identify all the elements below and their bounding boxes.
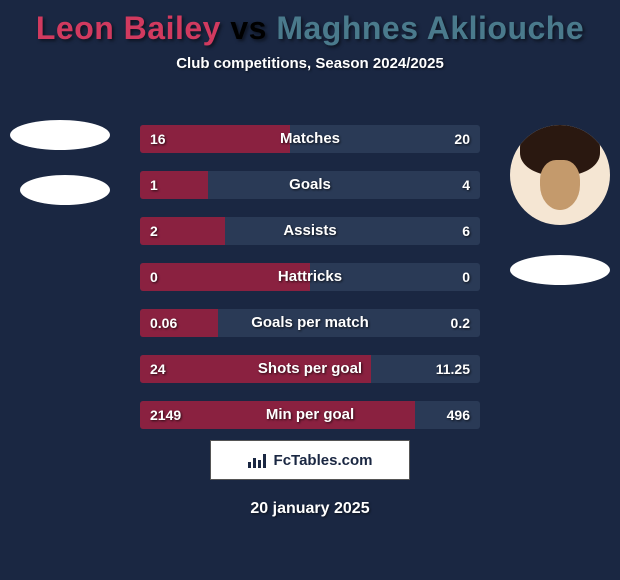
fctables-logo: FcTables.com [210, 440, 410, 480]
player2-avatar [510, 125, 610, 225]
logo-text: FcTables.com [274, 452, 373, 469]
player1-avatar-placeholder-2 [20, 175, 110, 205]
comparison-bars: 16Matches20 1Goals4 2Assists6 0Hattricks0 0.… [140, 125, 480, 447]
value-right: 6 [462, 217, 470, 245]
player2-name: Maghnes Akliouche [276, 10, 584, 46]
bar-chart-icon [248, 452, 268, 468]
value-right: 496 [447, 401, 470, 429]
bar-label: Hattricks [140, 263, 480, 291]
value-right: 4 [462, 171, 470, 199]
bar-label: Matches [140, 125, 480, 153]
bar-row: 2149Min per goal496 [140, 401, 480, 429]
bar-row: 0.06Goals per match0.2 [140, 309, 480, 337]
date-text: 20 january 2025 [0, 500, 620, 518]
bar-row: 0Hattricks0 [140, 263, 480, 291]
bar-label: Goals [140, 171, 480, 199]
bar-row: 24Shots per goal11.25 [140, 355, 480, 383]
subtitle: Club competitions, Season 2024/2025 [0, 55, 620, 72]
value-right: 20 [454, 125, 470, 153]
bar-label: Min per goal [140, 401, 480, 429]
value-right: 0 [462, 263, 470, 291]
bar-row: 1Goals4 [140, 171, 480, 199]
player1-avatar-placeholder [10, 120, 110, 150]
vs-text: vs [221, 10, 276, 46]
page-title: Leon Bailey vs Maghnes Akliouche [0, 0, 620, 47]
player1-name: Leon Bailey [36, 10, 221, 46]
bar-row: 16Matches20 [140, 125, 480, 153]
value-right: 11.25 [436, 355, 470, 383]
bar-label: Shots per goal [140, 355, 480, 383]
value-right: 0.2 [451, 309, 470, 337]
bar-label: Goals per match [140, 309, 480, 337]
bar-label: Assists [140, 217, 480, 245]
bar-row: 2Assists6 [140, 217, 480, 245]
player2-badge-placeholder [510, 255, 610, 285]
